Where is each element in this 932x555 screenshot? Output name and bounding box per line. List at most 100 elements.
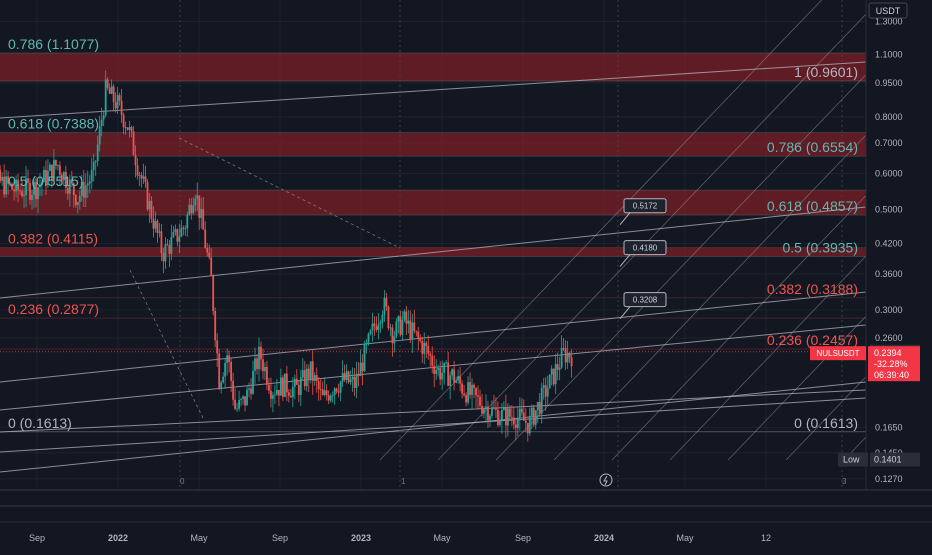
candle-body-278 (528, 416, 531, 434)
candle-body-160 (293, 378, 296, 387)
candle-body-202 (377, 324, 380, 330)
candle-body-104 (182, 227, 185, 229)
candles (0, 70, 573, 442)
time-axis-bg (0, 522, 932, 550)
candle-body-114 (202, 209, 205, 230)
fib-zone-1 (0, 132, 866, 157)
candle-body-258 (489, 415, 491, 421)
candle-body-74 (122, 114, 125, 128)
dashed-connector-1 (178, 137, 401, 249)
candle-body-170 (313, 375, 316, 381)
candle-body-98 (170, 237, 173, 254)
candle-body-216 (405, 311, 408, 324)
candle-body-28 (31, 194, 33, 200)
candle-body-193 (359, 362, 362, 377)
time-axis[interactable]: Sep 2022 May Sep 2023 May Sep 2024 May 12 (0, 521, 932, 550)
candle-body-17 (9, 183, 11, 185)
time-tick-9: 12 (761, 533, 771, 543)
candle-body-211 (395, 321, 398, 337)
candle-body-68 (110, 86, 113, 94)
candle-body-172 (317, 381, 320, 390)
candle-body-36 (47, 170, 49, 186)
trend-line-6 (0, 397, 867, 453)
candle-body-234 (441, 372, 444, 380)
candle-body-136 (246, 389, 248, 406)
candle-body-275 (522, 412, 525, 421)
candle-body-208 (389, 327, 392, 329)
time-axis-ticks: Sep 2022 May Sep 2023 May Sep 2024 May 12 (29, 533, 771, 543)
candle-body-281 (534, 410, 537, 425)
candle-body-297 (566, 352, 569, 363)
candle-body-209 (391, 327, 394, 344)
candle-body-112 (198, 195, 201, 218)
candle-body-61 (96, 144, 99, 161)
candle-body-120 (214, 310, 217, 341)
candle-body-173 (319, 389, 322, 390)
price-tick-7: 0.4200 (875, 239, 903, 249)
candle-body-139 (252, 370, 254, 394)
candle-body-22 (19, 190, 21, 192)
candle-body-119 (212, 275, 215, 311)
price-tick-3: 0.8000 (875, 112, 903, 122)
candle-body-100 (174, 229, 177, 233)
candle-body-279 (530, 407, 533, 417)
fib-left-label-2: 0.5 (0.5515) (8, 173, 84, 189)
fan-line-3 (553, 65, 932, 461)
candle-body-181 (335, 388, 338, 392)
candle-body-277 (526, 422, 529, 434)
candle-body-243 (459, 376, 461, 384)
candle-body-285 (542, 385, 545, 388)
time-tick-4: 2023 (351, 533, 371, 543)
price-tick-0: 1.3000 (875, 16, 903, 26)
candle-body-62 (98, 126, 101, 145)
candle-body-14 (3, 176, 6, 195)
candle-body-261 (495, 408, 497, 410)
candle-body-127 (228, 355, 231, 363)
fib-right-label-4: 0.382 (0.3188) (767, 281, 858, 297)
dashed-connector-2 (129, 269, 205, 421)
callout-box-1 (623, 240, 667, 256)
candle-body-242 (457, 376, 460, 381)
currency-box[interactable] (868, 2, 908, 19)
candle-body-163 (299, 377, 302, 396)
time-tick-3: Sep (272, 533, 288, 543)
candle-body-79 (132, 131, 135, 156)
trend-line-1 (0, 206, 867, 299)
candle-body-113 (200, 209, 203, 218)
candle-body-116 (206, 247, 209, 253)
candle-body-189 (351, 376, 354, 380)
bar-index-3: 3 (842, 477, 847, 486)
candle-body-57 (88, 181, 91, 184)
candle-body-122 (218, 353, 221, 389)
price-change-text: -32.28% (874, 359, 908, 369)
price-tick-9: 0.3000 (875, 305, 903, 315)
candle-body-274 (520, 408, 523, 413)
candle-body-231 (435, 370, 438, 374)
candle-body-124 (222, 376, 225, 383)
candle-body-236 (445, 362, 448, 364)
candle-body-48 (70, 179, 73, 184)
candle-body-47 (68, 179, 71, 194)
candle-body-31 (37, 187, 39, 200)
bar-index-1: 1 (401, 477, 406, 486)
candle-body-30 (35, 182, 37, 200)
candle-body-254 (481, 405, 483, 414)
candle-body-137 (248, 388, 250, 390)
time-tick-8: May (676, 533, 694, 543)
lightning-icon[interactable] (599, 473, 613, 487)
candle-body-106 (186, 214, 189, 229)
candle-body-205 (383, 297, 386, 315)
fan-line-4 (611, 126, 932, 461)
price-tick-13: 0.1270 (875, 474, 903, 484)
price-axis[interactable]: 1.3000 1.1000 0.9500 0.8000 0.7000 0.6000 0.50… (865, 0, 932, 490)
candle-body-219 (411, 322, 414, 340)
candle-body-50 (74, 195, 77, 206)
candle-body-286 (544, 385, 547, 397)
candle-body-194 (361, 362, 364, 372)
candle-body-53 (80, 182, 83, 196)
price-tick-2: 0.9500 (875, 78, 903, 88)
candle-body-276 (524, 420, 527, 423)
time-tick-2: May (190, 533, 208, 543)
